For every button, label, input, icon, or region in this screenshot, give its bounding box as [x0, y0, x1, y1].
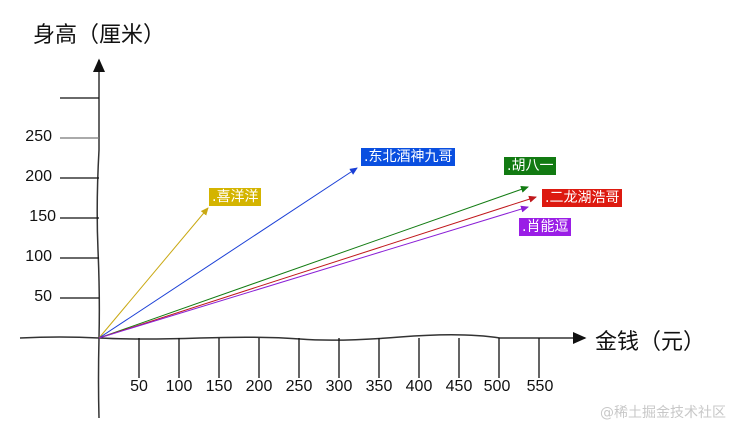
x-tick-label: 400 — [405, 378, 433, 395]
x-tick-label: 450 — [445, 378, 473, 395]
x-tick-label: 550 — [526, 378, 554, 395]
tag-xiaonengdou: .肖能逗 — [519, 218, 572, 236]
x-tick-label: 300 — [325, 378, 353, 395]
x-tick-label: 50 — [130, 378, 148, 395]
y-tick-label: 150 — [29, 208, 56, 225]
x-ticks — [138, 338, 540, 378]
y-tick-label: 100 — [25, 248, 52, 265]
vector-hubayi — [98, 186, 529, 339]
x-tick-label: 250 — [285, 378, 313, 395]
x-tick-label: 200 — [245, 378, 273, 395]
tag-dongbei-jiushen: .东北酒神九哥 — [361, 148, 456, 166]
y-tick-label: 50 — [34, 288, 52, 305]
y-tick-label: 200 — [25, 168, 52, 185]
tag-xiyangyang: .喜洋洋 — [209, 188, 262, 206]
watermark: @稀土掘金技术社区 — [600, 405, 726, 421]
x-tick-label: 150 — [205, 378, 233, 395]
vector-xiaonengdou — [98, 205, 529, 339]
vector-dongbei — [98, 167, 358, 339]
tag-erlonghu-haoge: .二龙湖浩哥 — [542, 189, 623, 207]
x-tick-label: 350 — [365, 378, 393, 395]
tag-hubayi: .胡八一 — [504, 157, 557, 175]
x-axis-title: 金钱（元） — [595, 330, 706, 355]
vector-erlonghu — [98, 195, 537, 339]
x-tick-label: 100 — [165, 378, 193, 395]
y-axis — [93, 58, 105, 419]
vector-xiyangyang — [98, 207, 209, 339]
x-tick-label: 500 — [483, 378, 511, 395]
y-axis-title: 身高（厘米） — [33, 23, 166, 48]
y-ticks — [60, 97, 99, 299]
y-tick-label: 250 — [25, 128, 52, 145]
